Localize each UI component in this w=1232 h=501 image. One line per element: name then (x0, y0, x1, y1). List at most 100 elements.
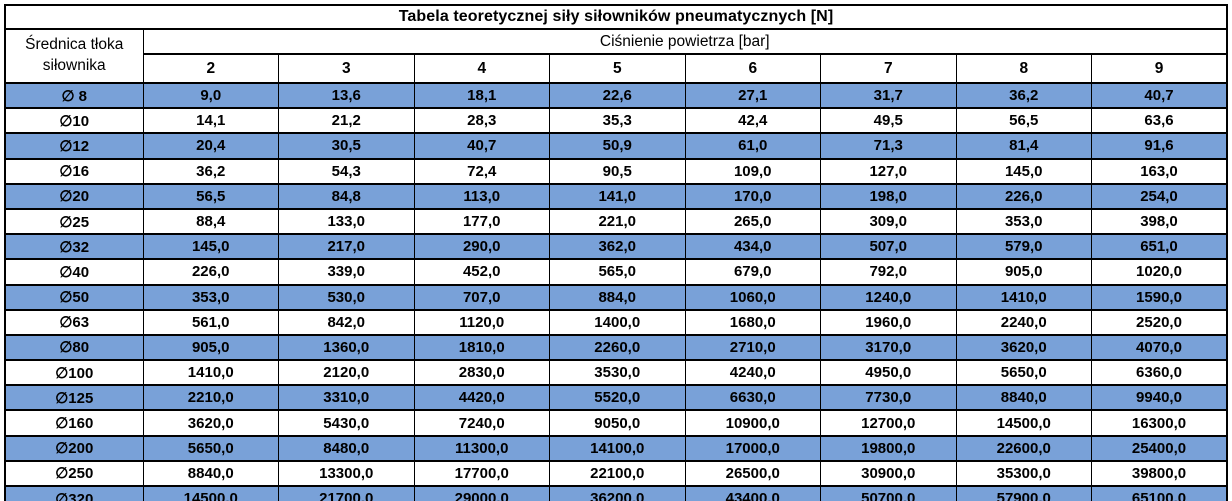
diameter-cell: ∅125 (4, 384, 144, 412)
table-row: ∅200 5650,0 8480,0 11300,0 14100,0 17000,0 198… (4, 434, 1228, 462)
force-cell: 265,0 (684, 207, 821, 236)
force-cell: 170,0 (684, 182, 821, 210)
pressure-column-header: 7 (820, 53, 957, 84)
force-cell: 198,0 (820, 182, 957, 210)
force-cell: 72,4 (413, 157, 550, 185)
force-cell: 6360,0 (1091, 359, 1228, 387)
force-cell: 109,0 (684, 157, 821, 185)
force-cell: 81,4 (955, 132, 1092, 160)
diameter-cell: ∅ 8 (4, 81, 144, 110)
force-cell: 2210,0 (142, 384, 279, 412)
pressure-column-header: 4 (413, 53, 550, 84)
force-cell: 14,1 (142, 107, 279, 135)
force-cell: 84,8 (278, 182, 415, 210)
pressure-column-header: 5 (549, 53, 686, 84)
table-title: Tabela teoretycznej siły siłowników pneu… (4, 4, 1228, 30)
force-cell: 36,2 (955, 81, 1092, 110)
diameter-cell: ∅50 (4, 283, 144, 311)
pressure-column-header: 8 (955, 53, 1092, 84)
table-row: ∅10 14,1 21,2 28,3 35,3 42,4 49,5 56,5 63,6 (4, 107, 1228, 135)
force-cell: 434,0 (684, 233, 821, 261)
force-cell: 61,0 (684, 132, 821, 160)
force-cell: 561,0 (142, 308, 279, 336)
force-cell: 21700,0 (278, 484, 415, 501)
force-cell: 1120,0 (413, 308, 550, 336)
force-cell: 40,7 (413, 132, 550, 160)
force-cell: 56,5 (955, 107, 1092, 135)
force-cell: 3620,0 (955, 333, 1092, 362)
force-cell: 177,0 (413, 207, 550, 236)
pneumatic-force-table: Tabela teoretycznej siły siłowników pneu… (4, 4, 1228, 501)
force-cell: 226,0 (142, 258, 279, 286)
diameter-cell: ∅40 (4, 258, 144, 286)
force-cell: 884,0 (549, 283, 686, 311)
force-cell: 56,5 (142, 182, 279, 210)
diameter-cell: ∅320 (4, 484, 144, 501)
force-cell: 254,0 (1091, 182, 1228, 210)
force-cell: 21,2 (278, 107, 415, 135)
force-cell: 7240,0 (413, 409, 550, 437)
force-cell: 4070,0 (1091, 333, 1228, 362)
force-cell: 1360,0 (278, 333, 415, 362)
diameter-cell: ∅20 (4, 182, 144, 210)
force-cell: 792,0 (820, 258, 957, 286)
force-cell: 4240,0 (684, 359, 821, 387)
force-cell: 50,9 (549, 132, 686, 160)
force-cell: 9,0 (142, 81, 279, 110)
force-cell: 1960,0 (820, 308, 957, 336)
force-cell: 8840,0 (955, 384, 1092, 412)
column-group-pressure: Ciśnienie powietrza [bar] (142, 28, 1228, 55)
force-cell: 14100,0 (549, 434, 686, 462)
force-cell: 905,0 (955, 258, 1092, 286)
table-row: ∅32 145,0 217,0 290,0 362,0 434,0 507,0 579,0 65… (4, 233, 1228, 261)
force-cell: 22,6 (549, 81, 686, 110)
force-cell: 905,0 (142, 333, 279, 362)
force-cell: 90,5 (549, 157, 686, 185)
force-cell: 49,5 (820, 107, 957, 135)
force-cell: 113,0 (413, 182, 550, 210)
force-cell: 91,6 (1091, 132, 1228, 160)
force-cell: 29000,0 (413, 484, 550, 501)
force-cell: 20,4 (142, 132, 279, 160)
force-cell: 1240,0 (820, 283, 957, 311)
force-cell: 17000,0 (684, 434, 821, 462)
force-cell: 31,7 (820, 81, 957, 110)
force-cell: 679,0 (684, 258, 821, 286)
table-row: ∅250 8840,0 13300,0 17700,0 22100,0 26500,0 30… (4, 459, 1228, 488)
table-row: ∅40 226,0 339,0 452,0 565,0 679,0 792,0 905,0 10… (4, 258, 1228, 286)
force-cell: 4950,0 (820, 359, 957, 387)
force-cell: 362,0 (549, 233, 686, 261)
force-cell: 13300,0 (278, 459, 415, 488)
force-cell: 5650,0 (142, 434, 279, 462)
force-cell: 18,1 (413, 81, 550, 110)
diameter-cell: ∅12 (4, 132, 144, 160)
force-cell: 26500,0 (684, 459, 821, 488)
force-cell: 217,0 (278, 233, 415, 261)
table-row: ∅63 561,0 842,0 1120,0 1400,0 1680,0 1960,0 224… (4, 308, 1228, 336)
force-cell: 530,0 (278, 283, 415, 311)
diameter-cell: ∅25 (4, 207, 144, 236)
table-row: ∅320 14500,0 21700,0 29000,0 36200,0 43400,0 5… (4, 484, 1228, 501)
force-cell: 17700,0 (413, 459, 550, 488)
force-cell: 71,3 (820, 132, 957, 160)
force-cell: 43400,0 (684, 484, 821, 501)
table-row: ∅25 88,4 133,0 177,0 221,0 265,0 309,0 353,0 398… (4, 207, 1228, 236)
pressure-column-header: 2 (142, 53, 279, 84)
force-cell: 9940,0 (1091, 384, 1228, 412)
force-cell: 226,0 (955, 182, 1092, 210)
force-cell: 10900,0 (684, 409, 821, 437)
table-row: ∅12 20,4 30,5 40,7 50,9 61,0 71,3 81,4 91,6 (4, 132, 1228, 160)
force-cell: 25400,0 (1091, 434, 1228, 462)
force-cell: 88,4 (142, 207, 279, 236)
force-cell: 14500,0 (955, 409, 1092, 437)
table-row: ∅160 3620,0 5430,0 7240,0 9050,0 10900,0 12700… (4, 409, 1228, 437)
force-cell: 5650,0 (955, 359, 1092, 387)
table-row: ∅50 353,0 530,0 707,0 884,0 1060,0 1240,0 1410,… (4, 283, 1228, 311)
force-cell: 8480,0 (278, 434, 415, 462)
force-cell: 3620,0 (142, 409, 279, 437)
diameter-cell: ∅160 (4, 409, 144, 437)
force-cell: 339,0 (278, 258, 415, 286)
force-cell: 1680,0 (684, 308, 821, 336)
force-cell: 163,0 (1091, 157, 1228, 185)
